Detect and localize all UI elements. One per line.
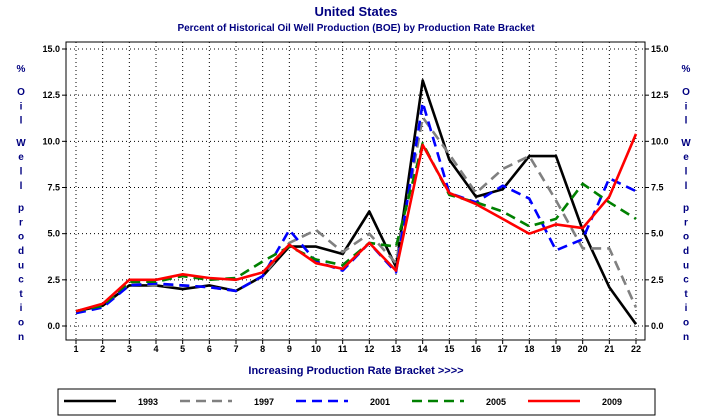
legend-label-2005: 2005	[486, 397, 506, 407]
y-axis-label-char: o	[683, 232, 689, 243]
x-tick-label: 4	[153, 344, 158, 354]
y-axis-label-char: c	[18, 275, 24, 286]
y-axis-unit: %	[682, 64, 691, 75]
y-axis-label-char: W	[681, 138, 691, 149]
y-axis-label-char: i	[685, 101, 688, 112]
x-axis-label: Increasing Production Rate Bracket >>>>	[248, 365, 463, 377]
y-axis-label-char: i	[20, 303, 23, 314]
y-axis-right: 0.0 2.5 5.0 7.5 10.0 12.5 15.0	[645, 44, 669, 331]
y-tick-label: 0.0	[651, 321, 664, 331]
y-axis-label-char: l	[20, 181, 23, 192]
y-axis-label-char: e	[683, 152, 689, 163]
x-tick-label: 16	[471, 344, 481, 354]
y-tick-label: 5.0	[651, 229, 664, 239]
y-tick-label: 5.0	[47, 229, 60, 239]
x-tick-label: 9	[287, 344, 292, 354]
y-axis-label-char: W	[16, 138, 26, 149]
legend-label-2001: 2001	[370, 397, 390, 407]
series-lines	[75, 79, 638, 325]
chart-title: United States	[314, 4, 397, 19]
y-axis-label-char: c	[683, 275, 689, 286]
x-tick-label: 7	[233, 344, 238, 354]
chart-subtitle: Percent of Historical Oil Well Productio…	[177, 23, 535, 34]
y-tick-label: 15.0	[42, 44, 60, 54]
x-tick-label: 1	[73, 344, 78, 354]
y-axis-label-char: d	[683, 246, 689, 257]
plot-frame	[65, 41, 646, 341]
x-tick-label: 20	[578, 344, 588, 354]
y-tick-label: 15.0	[651, 44, 669, 54]
y-axis-label-char: d	[18, 246, 24, 257]
y-axis-label-char: i	[20, 101, 23, 112]
y-axis-label-char: l	[685, 116, 688, 127]
y-axis-label-char: t	[19, 289, 23, 300]
x-tick-label: 15	[444, 344, 454, 354]
y-tick-label: 7.5	[651, 183, 664, 193]
y-tick-label: 0.0	[47, 321, 60, 331]
y-axis-label-char: o	[18, 318, 24, 329]
y-axis-label-char: O	[17, 87, 25, 98]
y-tick-label: 10.0	[651, 136, 669, 146]
y-axis-left: 0.0 2.5 5.0 7.5 10.0 12.5 15.0	[42, 44, 66, 331]
y-axis-label-char: n	[18, 332, 24, 343]
y-tick-label: 2.5	[47, 275, 60, 285]
x-tick-label: 17	[498, 344, 508, 354]
x-tick-label: 13	[391, 344, 401, 354]
y-axis-label-char: r	[684, 217, 688, 228]
series-line-2009	[75, 133, 638, 313]
x-tick-label: 6	[207, 344, 212, 354]
y-tick-label: 10.0	[42, 136, 60, 146]
y-tick-label: 12.5	[42, 90, 60, 100]
x-tick-label: 19	[551, 344, 561, 354]
x-tick-label: 10	[311, 344, 321, 354]
legend-label-2009: 2009	[602, 397, 622, 407]
y-tick-label: 2.5	[651, 275, 664, 285]
y-axis-label-char: l	[685, 181, 688, 192]
y-axis-label-char: u	[18, 260, 24, 271]
x-tick-label: 5	[180, 344, 185, 354]
series-line-2005	[75, 141, 637, 313]
legend-label-1993: 1993	[138, 397, 158, 407]
x-tick-label: 2	[100, 344, 105, 354]
y-axis-label-char: l	[20, 167, 23, 178]
x-tick-label: 14	[418, 344, 428, 354]
y-axis-label-char: o	[683, 318, 689, 329]
legend: 1993 1997 2001 2005 2009	[64, 397, 622, 407]
y-axis-label-char: l	[20, 116, 23, 127]
y-axis-label-char: n	[683, 332, 689, 343]
x-tick-label: 18	[524, 344, 534, 354]
y-axis-label-char: t	[684, 289, 688, 300]
x-tick-label: 22	[631, 344, 641, 354]
y-axis-label-char: o	[18, 232, 24, 243]
x-tick-label: 3	[127, 344, 132, 354]
y-axis-label-char: O	[682, 87, 690, 98]
y-axis-label-char: r	[19, 217, 23, 228]
y-axis-label-char: p	[18, 203, 24, 214]
y-axis-label-char: i	[685, 303, 688, 314]
x-axis: 1 2 3 4 5 6 7 8 9 10 11 12 13 14 15 16 17 18 19 20 21 22	[73, 340, 641, 354]
y-axis-label-char: e	[18, 152, 24, 163]
y-axis-unit: %	[17, 64, 26, 75]
x-tick-label: 8	[260, 344, 265, 354]
legend-label-1997: 1997	[254, 397, 274, 407]
y-tick-label: 12.5	[651, 90, 669, 100]
x-tick-label: 21	[604, 344, 614, 354]
x-tick-label: 12	[364, 344, 374, 354]
y-axis-label-char: u	[683, 260, 689, 271]
y-axis-label-char: p	[683, 203, 689, 214]
y-axis-label-char: l	[685, 167, 688, 178]
series-line-1993	[75, 79, 638, 325]
x-tick-label: 11	[338, 344, 348, 354]
y-tick-label: 7.5	[47, 183, 60, 193]
